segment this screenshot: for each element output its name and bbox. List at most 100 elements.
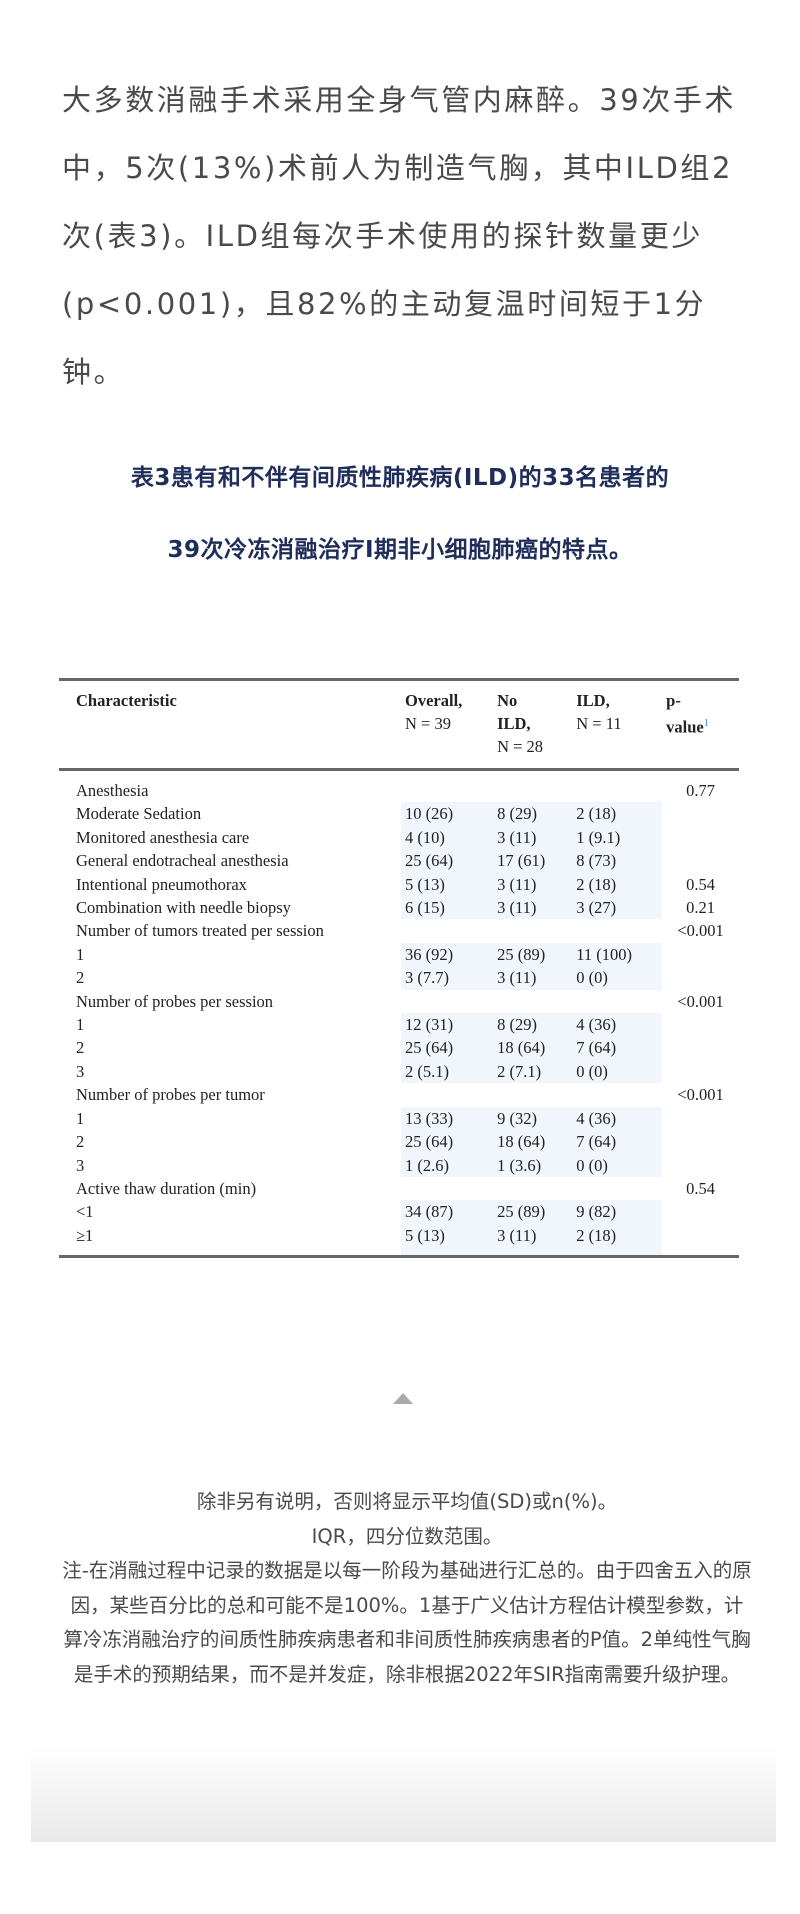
cell-ild: 4 (36)	[572, 1106, 663, 1131]
cell-label: Anesthesia	[76, 781, 149, 800]
cell-no-ild: 3 (11)	[493, 966, 573, 990]
cell-no-ild: 3 (11)	[493, 825, 573, 850]
cell-ild: 0 (0)	[572, 1059, 663, 1084]
cell-p	[662, 1130, 739, 1153]
cell-label: 2	[76, 968, 85, 988]
cell-overall	[401, 990, 493, 1013]
cell-no-ild: 2 (7.1)	[493, 1059, 573, 1084]
cell-overall: 10 (26)	[401, 802, 494, 826]
cell-label: Active thaw duration (min)	[76, 1178, 257, 1198]
table-row: Anesthesia 0.77	[59, 770, 739, 803]
cell-no-ild: 3 (11)	[493, 872, 573, 897]
table-row: Moderate Sedation 10 (26) 8 (29) 2 (18)	[59, 802, 739, 826]
triangle-up-icon[interactable]	[393, 1393, 413, 1404]
cell-label: Combination with needle biopsy	[76, 898, 291, 918]
cell-label: 1	[76, 944, 85, 964]
cell-p	[662, 1036, 739, 1059]
cell-overall: 3 (7.7)	[401, 966, 494, 990]
cell-no-ild	[493, 919, 572, 942]
table-row: General endotracheal anesthesia 25 (64) 17…	[59, 849, 739, 873]
table-row: 1 13 (33) 9 (32) 4 (36)	[59, 1106, 739, 1131]
cell-no-ild: 17 (61)	[493, 849, 573, 873]
table-row: 2 25 (64) 18 (64) 7 (64)	[59, 1036, 739, 1060]
header-ild: ILD, N = 11	[576, 691, 622, 733]
cell-label: General endotracheal anesthesia	[76, 851, 289, 871]
cell-ild: 8 (73)	[572, 849, 663, 873]
cell-overall: 6 (15)	[401, 896, 494, 920]
cell-ild: 7 (64)	[572, 1130, 663, 1154]
cell-p: 0.54	[686, 874, 716, 894]
cell-label: Monitored anesthesia care	[76, 827, 250, 847]
cell-p	[662, 1224, 739, 1257]
table-row: 2 25 (64) 18 (64) 7 (64)	[59, 1130, 739, 1154]
cell-overall: 34 (87)	[401, 1200, 494, 1224]
cell-overall: 5 (13)	[401, 1223, 494, 1257]
cell-label: Number of tumors treated per session	[76, 921, 324, 941]
table-row: Intentional pneumothorax 5 (13) 3 (11) 2 (1…	[59, 872, 739, 897]
cell-no-ild: 1 (3.6)	[493, 1153, 573, 1177]
table-row: 1 36 (92) 25 (89) 11 (100)	[59, 942, 739, 967]
cell-ild	[572, 990, 662, 1013]
table-title-line-2: 39次冷冻消融治疗I期非小细胞肺癌的特点。	[167, 537, 633, 563]
cell-overall: 25 (64)	[401, 1036, 494, 1060]
cell-ild: 11 (100)	[572, 942, 663, 967]
table-row: 3 2 (5.1) 2 (7.1) 0 (0)	[59, 1059, 739, 1084]
table-row: Number of probes per session <0.001	[59, 990, 739, 1013]
bottom-fade-panel	[31, 1746, 776, 1842]
footnotes: 除非另有说明，否则将显示平均值(SD)或n(%)。 IQR，四分位数范围。 注-…	[62, 1485, 752, 1692]
cell-overall: 12 (31)	[401, 1013, 494, 1037]
table-row: 1 12 (31) 8 (29) 4 (36)	[59, 1013, 739, 1037]
cell-no-ild	[493, 990, 572, 1013]
cell-no-ild: 8 (29)	[493, 802, 573, 826]
cell-p	[662, 826, 739, 849]
cell-p: <0.001	[677, 921, 724, 941]
cell-no-ild: 25 (89)	[493, 942, 573, 967]
cell-p	[662, 1060, 739, 1083]
cell-label: 3	[76, 1155, 85, 1175]
cell-label: Number of probes per session	[76, 991, 274, 1011]
footnote-1: 除非另有说明，否则将显示平均值(SD)或n(%)。	[196, 1490, 618, 1513]
cell-overall	[401, 1083, 493, 1106]
cell-no-ild	[493, 770, 572, 803]
table-row: ≥1 5 (13) 3 (11) 2 (18)	[59, 1223, 739, 1257]
cell-ild: 2 (18)	[572, 802, 663, 826]
cell-ild: 9 (82)	[572, 1200, 663, 1224]
cell-p	[662, 1107, 739, 1130]
cell-ild: 0 (0)	[572, 1153, 663, 1177]
header-overall: Overall, N = 39	[405, 691, 463, 733]
cell-p	[662, 943, 739, 966]
cell-p	[662, 1154, 739, 1177]
cell-overall: 36 (92)	[401, 942, 494, 967]
cell-p	[662, 1200, 739, 1223]
cell-no-ild: 3 (11)	[493, 1223, 573, 1257]
cell-ild: 3 (27)	[572, 896, 663, 920]
intro-paragraph: 大多数消融手术采用全身气管内麻醉。39次手术中，5次(13%)术前人为制造气胸，…	[62, 83, 737, 389]
cell-overall: 25 (64)	[401, 1130, 494, 1154]
cell-ild	[572, 770, 662, 803]
cell-no-ild: 25 (89)	[493, 1200, 573, 1224]
cell-p: <0.001	[677, 991, 724, 1011]
cell-overall: 1 (2.6)	[401, 1153, 494, 1177]
table-row: 2 3 (7.7) 3 (11) 0 (0)	[59, 966, 739, 990]
cell-label: 2	[76, 1038, 85, 1058]
cell-overall	[401, 770, 493, 803]
cell-ild	[572, 1177, 662, 1200]
cell-p	[662, 802, 739, 825]
cell-label: 3	[76, 1061, 85, 1081]
cell-no-ild: 9 (32)	[493, 1106, 573, 1131]
header-p-value: p-value1	[666, 691, 709, 737]
cell-overall: 4 (10)	[401, 825, 494, 850]
cell-ild: 7 (64)	[572, 1036, 663, 1060]
cell-ild	[572, 1083, 662, 1106]
cell-p: 0.54	[686, 1178, 716, 1198]
cell-overall: 13 (33)	[401, 1106, 494, 1131]
cell-ild: 2 (18)	[572, 1223, 663, 1257]
cell-p	[662, 849, 739, 872]
characteristics-table: Characteristic Overall, N = 39 No ILD, N = …	[59, 678, 739, 1258]
cell-ild: 0 (0)	[572, 966, 663, 990]
cell-label: Intentional pneumothorax	[76, 874, 247, 894]
table-row: Number of probes per tumor <0.001	[59, 1083, 739, 1106]
cell-label: ≥1	[76, 1225, 94, 1245]
cell-label: 2	[76, 1132, 85, 1152]
cell-label: 1	[76, 1108, 85, 1128]
